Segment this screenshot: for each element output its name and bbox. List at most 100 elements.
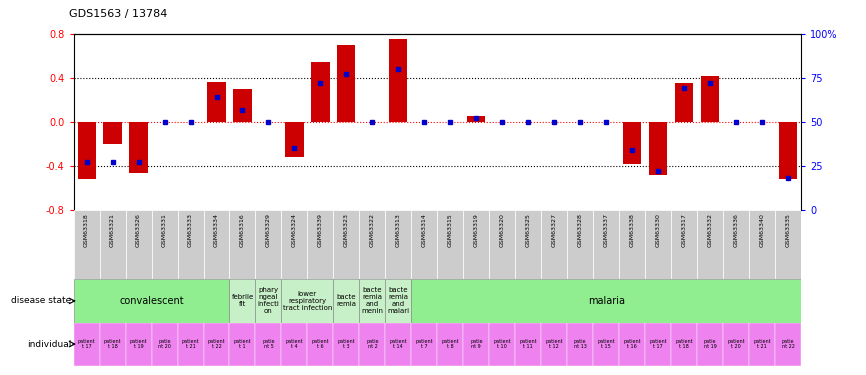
Text: patient
t 17: patient t 17 — [650, 339, 667, 350]
Bar — [779, 122, 797, 179]
Bar — [74, 279, 229, 322]
Text: patient
t 8: patient t 8 — [442, 339, 459, 350]
Text: patie
nt 19: patie nt 19 — [704, 339, 716, 350]
Text: GSM63333: GSM63333 — [188, 213, 193, 248]
Bar — [126, 210, 152, 279]
Bar — [390, 39, 408, 122]
Bar — [515, 322, 541, 366]
Bar — [359, 210, 385, 279]
Text: disease state: disease state — [10, 296, 71, 305]
Text: patient
t 19: patient t 19 — [130, 339, 147, 350]
Bar — [255, 322, 281, 366]
Bar — [74, 322, 100, 366]
Bar — [775, 210, 801, 279]
Bar — [385, 210, 411, 279]
Bar — [567, 322, 593, 366]
Bar — [281, 210, 307, 279]
Bar — [468, 116, 485, 122]
Bar — [307, 322, 333, 366]
Bar — [411, 279, 801, 322]
Text: patient
t 18: patient t 18 — [675, 339, 693, 350]
Bar — [619, 210, 645, 279]
Bar — [437, 322, 463, 366]
Bar — [567, 210, 593, 279]
Text: patient
t 6: patient t 6 — [312, 339, 329, 350]
Text: GSM63335: GSM63335 — [785, 213, 791, 248]
Text: patient
t 1: patient t 1 — [234, 339, 251, 350]
Bar — [671, 210, 697, 279]
Bar — [463, 210, 489, 279]
Text: GSM63329: GSM63329 — [266, 213, 271, 248]
Bar — [650, 122, 668, 175]
Text: patient
t 12: patient t 12 — [546, 339, 563, 350]
Text: patie
nt 22: patie nt 22 — [782, 339, 794, 350]
Bar — [385, 322, 411, 366]
Text: GSM63339: GSM63339 — [318, 213, 323, 248]
Bar — [229, 322, 255, 366]
Text: malaria: malaria — [588, 296, 624, 306]
Bar — [178, 322, 204, 366]
Bar — [489, 210, 515, 279]
Bar — [411, 210, 437, 279]
Bar — [749, 210, 775, 279]
Text: patient
t 20: patient t 20 — [727, 339, 745, 350]
Text: GSM63316: GSM63316 — [240, 213, 245, 247]
Text: GSM63325: GSM63325 — [526, 213, 531, 248]
Text: lower
respiratory
tract infection: lower respiratory tract infection — [282, 291, 333, 311]
Bar — [229, 210, 255, 279]
Bar — [697, 322, 723, 366]
Text: patient
t 7: patient t 7 — [416, 339, 433, 350]
Bar — [671, 322, 697, 366]
Bar — [541, 210, 567, 279]
Text: GSM63315: GSM63315 — [448, 213, 453, 247]
Bar — [333, 279, 359, 322]
Bar — [178, 210, 204, 279]
Text: patient
t 14: patient t 14 — [390, 339, 407, 350]
Text: patient
t 10: patient t 10 — [494, 339, 511, 350]
Bar — [152, 210, 178, 279]
Text: GSM63319: GSM63319 — [474, 213, 479, 248]
Text: patie
nt 13: patie nt 13 — [574, 339, 586, 350]
Bar — [645, 322, 671, 366]
Bar — [385, 279, 411, 322]
Bar — [126, 322, 152, 366]
Text: GSM63322: GSM63322 — [370, 213, 375, 248]
Bar — [104, 122, 121, 144]
Text: patie
nt 5: patie nt 5 — [262, 339, 275, 350]
Bar — [749, 322, 775, 366]
Bar — [723, 322, 749, 366]
Text: GSM63332: GSM63332 — [708, 213, 713, 248]
Text: patient
t 17: patient t 17 — [78, 339, 95, 350]
Bar — [437, 210, 463, 279]
Text: GSM63317: GSM63317 — [682, 213, 687, 248]
Text: GSM63337: GSM63337 — [604, 213, 609, 248]
Bar — [701, 76, 720, 122]
Bar — [359, 279, 385, 322]
Text: bacte
remia: bacte remia — [336, 294, 357, 307]
Text: GSM63323: GSM63323 — [344, 213, 349, 248]
Bar — [619, 322, 645, 366]
Bar — [77, 122, 95, 179]
Bar — [624, 122, 641, 164]
Text: GSM63318: GSM63318 — [84, 213, 89, 247]
Bar — [152, 322, 178, 366]
Bar — [208, 82, 225, 122]
Text: patient
t 4: patient t 4 — [286, 339, 303, 350]
Bar — [229, 279, 255, 322]
Bar — [312, 62, 329, 122]
Text: patie
nt 9: patie nt 9 — [470, 339, 482, 350]
Text: GSM63334: GSM63334 — [214, 213, 219, 248]
Bar — [489, 322, 515, 366]
Bar — [541, 322, 567, 366]
Text: GSM63313: GSM63313 — [396, 213, 401, 248]
Bar — [593, 322, 619, 366]
Text: GSM63328: GSM63328 — [578, 213, 583, 248]
Text: convalescent: convalescent — [120, 296, 184, 306]
Bar — [100, 210, 126, 279]
Bar — [775, 322, 801, 366]
Text: GDS1563 / 13784: GDS1563 / 13784 — [69, 9, 168, 19]
Text: bacte
remia
and
malari: bacte remia and malari — [387, 287, 410, 314]
Text: patie
nt 2: patie nt 2 — [366, 339, 378, 350]
Text: patient
t 22: patient t 22 — [208, 339, 225, 350]
Bar — [333, 322, 359, 366]
